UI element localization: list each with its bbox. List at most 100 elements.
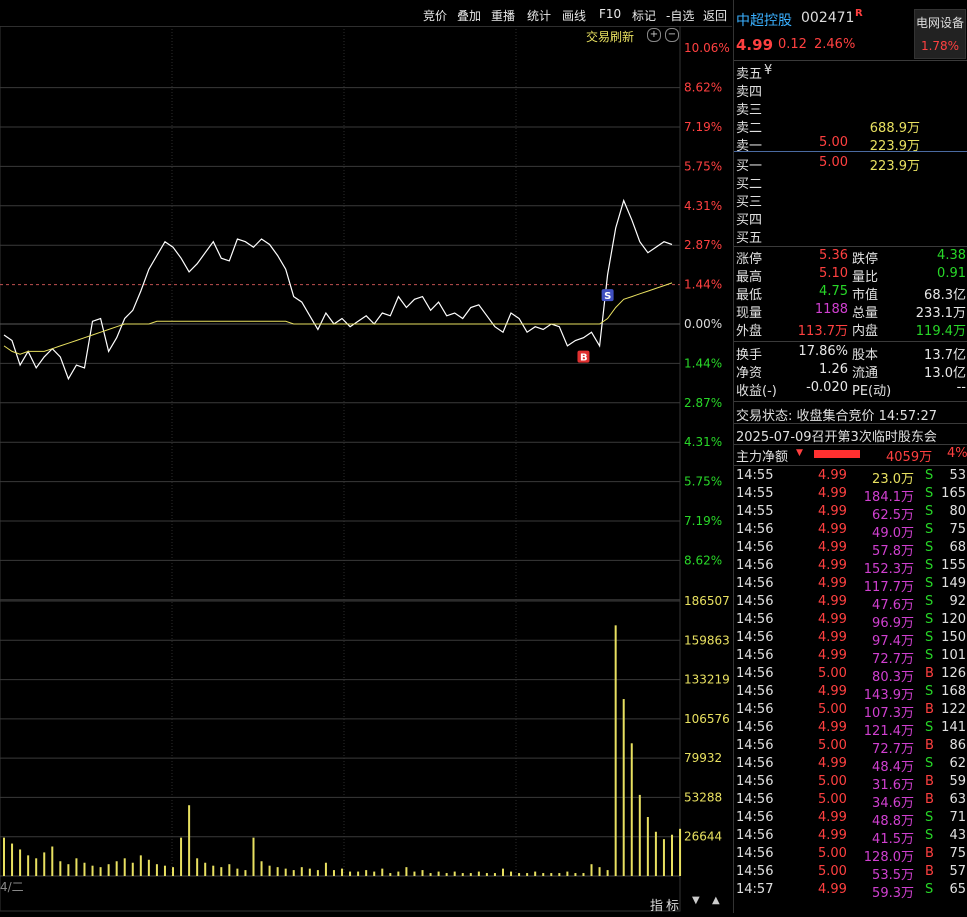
triangle-down-icon[interactable]: ▼: [692, 895, 700, 906]
tick-price: 4.99: [818, 756, 847, 771]
quote-panel: 中超控股 002471 R 电网设备 1.78% 4.99 0.12 2.46%…: [733, 0, 967, 913]
toolbar-overlay[interactable]: 叠加: [457, 9, 482, 23]
tick-time: 14:56: [736, 630, 774, 645]
tick-side: S: [925, 504, 934, 519]
toolbar-mark[interactable]: 标记: [632, 9, 657, 23]
toolbar-stats[interactable]: 统计: [527, 9, 552, 23]
tick-row[interactable]: 14:56 4.99 72.7万 S 101: [734, 647, 967, 667]
toolbar-remove-watchlist[interactable]: -自选: [666, 9, 695, 23]
stat-label: 净资: [736, 366, 763, 381]
tab-indicator-1[interactable]: 指: [650, 899, 664, 914]
volume-bar: [220, 867, 223, 876]
tick-row[interactable]: 14:56 4.99 48.4万 S 62: [734, 755, 967, 775]
tick-row[interactable]: 14:56 5.00 53.5万 B 57: [734, 863, 967, 883]
tick-row[interactable]: 14:56 4.99 121.4万 S 141: [734, 719, 967, 739]
volume-bar: [574, 873, 577, 876]
stat-row: 最高 5.10 量比 0.91: [734, 265, 967, 285]
tick-volume: 143.9万: [863, 688, 914, 703]
buy-level-3[interactable]: 买三: [734, 190, 967, 210]
tick-row[interactable]: 14:56 5.00 34.6万 B 63: [734, 791, 967, 811]
chart-svg[interactable]: 10.06% 8.62% 7.19% 5.75% 4.31% 2.87% 1.44% 0.00…: [0, 25, 732, 913]
tick-row[interactable]: 14:57 4.99 59.3万 S 65: [734, 881, 967, 901]
volume-bar: [188, 805, 191, 876]
quote-header: 中超控股 002471 R: [734, 8, 967, 30]
plus-icon[interactable]: +: [647, 28, 661, 42]
pct-tick-label: 8.62%: [684, 553, 722, 567]
sell-marker: [601, 289, 614, 302]
tick-time: 14:56: [736, 648, 774, 663]
toolbar-f10[interactable]: F10: [599, 7, 622, 21]
volume-bar: [212, 865, 215, 876]
toolbar-back[interactable]: 返回: [703, 9, 728, 23]
tick-count: 149: [941, 576, 966, 591]
stat-value: 119.4万: [915, 324, 966, 339]
tab-indicator-2[interactable]: 标: [666, 899, 680, 914]
tick-row[interactable]: 14:56 5.00 107.3万 B 122: [734, 701, 967, 721]
pct-tick-label: 5.75%: [684, 475, 722, 489]
minus-icon[interactable]: −: [665, 28, 679, 42]
pct-tick-label: 7.19%: [684, 514, 722, 528]
volume-bar: [300, 867, 303, 876]
sell-level-1[interactable]: 卖五 ¥: [734, 62, 967, 82]
sector-box[interactable]: 电网设备 1.78%: [914, 9, 966, 59]
notice-text[interactable]: 2025-07-09召开第3次临时股东会: [736, 430, 937, 445]
volume-bar: [123, 858, 126, 876]
tick-row[interactable]: 14:56 4.99 49.0万 S 75: [734, 521, 967, 541]
tick-row[interactable]: 14:56 5.00 72.7万 B 86: [734, 737, 967, 757]
tick-side: B: [925, 702, 934, 717]
tick-row[interactable]: 14:55 4.99 23.0万 S 53: [734, 467, 967, 487]
toolbar-replay[interactable]: 重播: [491, 9, 516, 23]
trade-refresh-label[interactable]: 交易刷新: [586, 30, 635, 44]
sell-level-4[interactable]: 卖二 688.9万: [734, 116, 967, 136]
tick-row[interactable]: 14:56 4.99 47.6万 S 92: [734, 593, 967, 613]
tick-row[interactable]: 14:56 4.99 48.8万 S 71: [734, 809, 967, 829]
tick-row[interactable]: 14:55 4.99 62.5万 S 80: [734, 503, 967, 523]
tick-volume: 72.7万: [872, 742, 914, 757]
tick-row[interactable]: 14:56 4.99 41.5万 S 43: [734, 827, 967, 847]
tick-time: 14:56: [736, 846, 774, 861]
volume-bar: [437, 871, 440, 876]
tick-row[interactable]: 14:55 4.99 184.1万 S 165: [734, 485, 967, 505]
buy-level-2[interactable]: 买二: [734, 172, 967, 192]
tick-row[interactable]: 14:56 4.99 152.3万 S 155: [734, 557, 967, 577]
tick-row[interactable]: 14:56 4.99 143.9万 S 168: [734, 683, 967, 703]
intraday-chart[interactable]: 10.06% 8.62% 7.19% 5.75% 4.31% 2.87% 1.44% 0.00…: [0, 25, 732, 914]
dropdown-arrow-icon[interactable]: ▼: [796, 448, 803, 458]
triangle-up-icon[interactable]: ▲: [712, 895, 720, 906]
tick-row[interactable]: 14:56 4.99 117.7万 S 149: [734, 575, 967, 595]
stat-row: 外盘 113.7万 内盘 119.4万: [734, 319, 967, 339]
volume-bar: [228, 864, 231, 876]
volume-bar: [27, 855, 30, 876]
sell-level-5[interactable]: 卖一 5.00 223.9万: [734, 134, 967, 154]
tick-row[interactable]: 14:56 4.99 97.4万 S 150: [734, 629, 967, 649]
volume-bar: [445, 873, 448, 876]
tick-row[interactable]: 14:56 5.00 128.0万 B 75: [734, 845, 967, 865]
stat-row: 净资 1.26 流通 13.0亿: [734, 361, 967, 381]
tick-count: 126: [941, 666, 966, 681]
volume-tick-label: 26644: [684, 830, 722, 844]
sell-level-2[interactable]: 卖四: [734, 80, 967, 100]
toolbar-draw[interactable]: 画线: [562, 9, 587, 23]
buy-level-4[interactable]: 买四: [734, 208, 967, 228]
tick-volume: 128.0万: [863, 850, 914, 865]
stat-row: 涨停 5.36 跌停 4.38: [734, 247, 967, 267]
volume-bar: [485, 873, 488, 876]
tick-count: 71: [949, 810, 966, 825]
tick-row[interactable]: 14:56 5.00 31.6万 B 59: [734, 773, 967, 793]
tick-row[interactable]: 14:56 4.99 57.8万 S 68: [734, 539, 967, 559]
pct-tick-label: 4.31%: [684, 435, 722, 449]
tick-volume: 48.4万: [872, 760, 914, 775]
tick-time: 14:56: [736, 612, 774, 627]
tick-row[interactable]: 14:56 4.99 96.9万 S 120: [734, 611, 967, 631]
sell-level-3[interactable]: 卖三: [734, 98, 967, 118]
tick-row[interactable]: 14:56 5.00 80.3万 B 126: [734, 665, 967, 685]
tick-side: S: [925, 756, 934, 771]
buy-level-1[interactable]: 买一 5.00 223.9万: [734, 154, 967, 174]
tick-price: 5.00: [818, 846, 847, 861]
stat-value: --: [956, 380, 966, 395]
buy-level-5[interactable]: 买五: [734, 226, 967, 246]
tick-count: 122: [941, 702, 966, 717]
toolbar-auction[interactable]: 竞价: [423, 9, 448, 23]
stat-label: PE(动): [852, 384, 892, 399]
notice-row[interactable]: 2025-07-09召开第3次临时股东会: [734, 425, 967, 445]
